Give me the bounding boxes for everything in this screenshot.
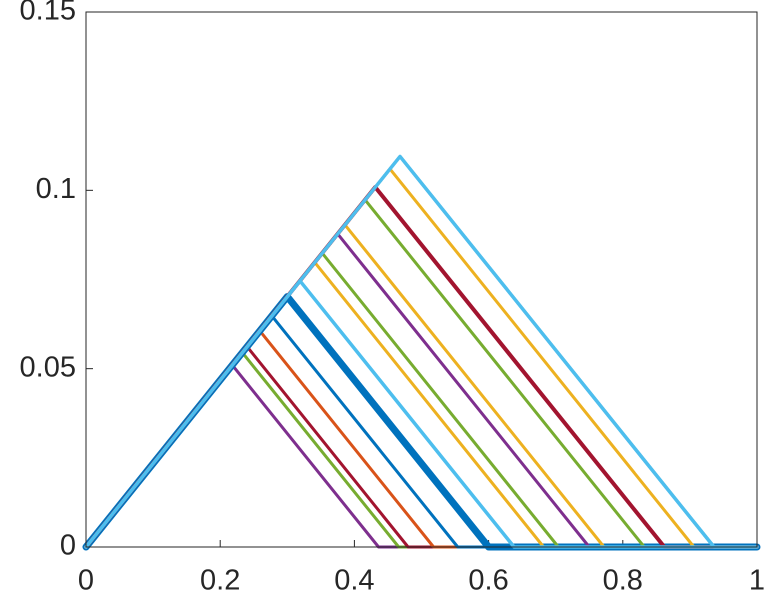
y-tick-label: 0: [60, 530, 76, 562]
y-tick-label: 0.15: [20, 0, 76, 27]
x-tick-label: 0.2: [200, 565, 240, 597]
y-tick-label: 0.05: [20, 351, 76, 383]
plot-area: [86, 12, 757, 547]
x-tick-label: 0.6: [468, 565, 508, 597]
axes-box: [85, 11, 758, 548]
x-tick-label: 0: [78, 565, 94, 597]
x-tick-label: 0.4: [334, 565, 374, 597]
y-tick-label: 0.1: [36, 173, 76, 205]
x-tick-label: 0.8: [603, 565, 643, 597]
x-tick-label: 1: [749, 565, 765, 597]
